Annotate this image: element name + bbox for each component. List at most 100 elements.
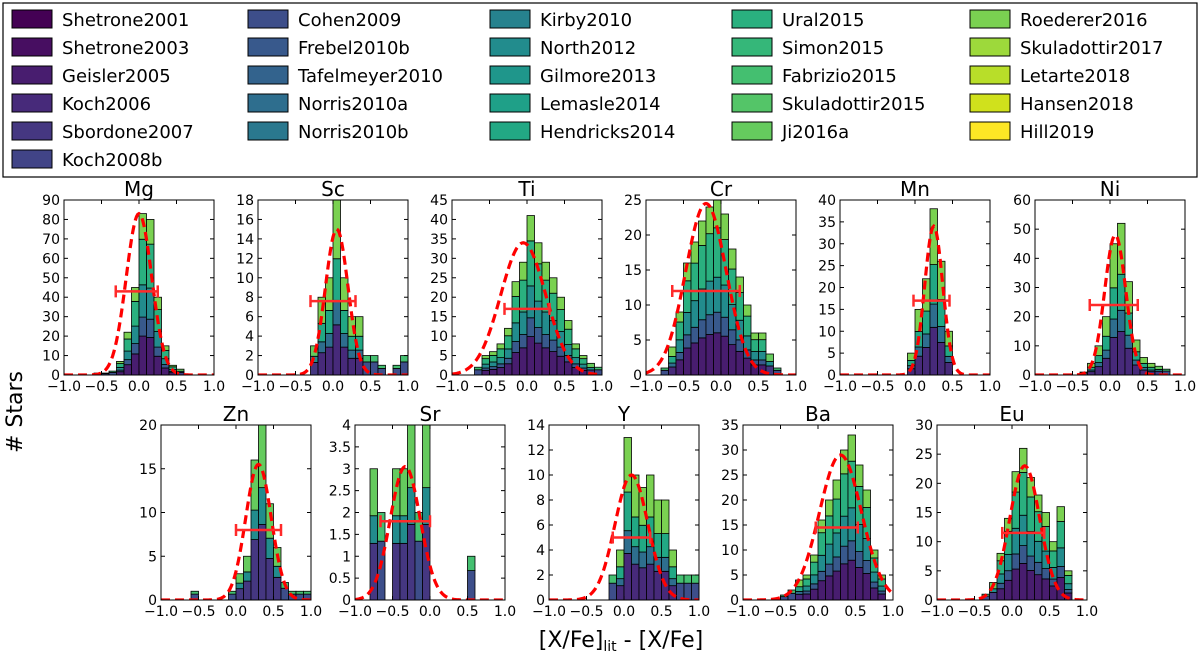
- histogram-bar-segment: [1034, 574, 1043, 600]
- y-tick-label: 10: [624, 298, 642, 314]
- y-tick-label: 35: [430, 232, 448, 248]
- plot-area: [840, 208, 990, 375]
- histogram-bar-segment: [467, 555, 476, 571]
- histogram-bar-segment: [690, 300, 699, 328]
- histogram-bar-segment: [922, 333, 931, 348]
- x-tick-label: 0.0: [225, 604, 247, 620]
- histogram-bar-segment: [1026, 555, 1035, 571]
- y-tick-label: 90: [42, 193, 60, 209]
- histogram-bar-segment: [243, 571, 252, 582]
- mean-errorbar: [234, 524, 283, 536]
- histogram-bar-segment: [504, 327, 513, 337]
- gaussian-fit-line: [743, 453, 893, 600]
- legend-label: Fabrizio2015: [782, 66, 897, 87]
- y-tick-label: 15: [721, 518, 739, 534]
- y-tick-label: 0: [1022, 368, 1031, 384]
- histogram-bar-segment: [810, 554, 819, 563]
- y-tick-label: 1.5: [329, 527, 351, 543]
- histogram-bar-segment: [474, 366, 483, 371]
- histogram-bar-segment: [392, 515, 401, 544]
- histogram-bar-segment: [675, 321, 684, 341]
- histogram-bar-segment: [243, 580, 252, 600]
- histogram-bar-segment: [780, 596, 789, 600]
- histogram-bar-segment: [668, 578, 677, 587]
- histogram-bar-segment: [549, 351, 558, 375]
- legend-swatch: [11, 37, 53, 57]
- histogram-bar-segment: [519, 261, 528, 281]
- histogram-bar-segment: [795, 593, 804, 600]
- histogram-bar-segment: [407, 524, 416, 600]
- x-tick-label: 0.0: [710, 379, 732, 395]
- histogram-bar-segment: [929, 264, 938, 305]
- histogram-bar-segment: [369, 468, 378, 517]
- histogram-bar-segment: [332, 258, 341, 301]
- histogram-bar-segment: [795, 591, 804, 595]
- histogram-bar-segment: [101, 372, 110, 375]
- histogram-bar-segment: [519, 279, 528, 313]
- histogram-bar-segment: [399, 515, 408, 544]
- histogram-bar-segment: [123, 359, 132, 366]
- y-tick-label: 10: [721, 543, 739, 559]
- legend-label: Gilmore2013: [540, 66, 656, 87]
- histogram-bar-segment: [847, 507, 856, 542]
- x-tick-label: 0.0: [613, 604, 635, 620]
- histogram-bar-segment: [489, 368, 498, 375]
- histogram-bar-segment: [743, 315, 752, 337]
- y-tick-label: 5: [633, 333, 642, 349]
- histogram-bar-segment: [325, 310, 334, 334]
- legend-swatch: [247, 93, 289, 113]
- histogram-bar-segment: [810, 583, 819, 590]
- histogram-bar-segment: [489, 366, 498, 370]
- histogram-bar-segment: [676, 574, 685, 584]
- histogram-bar-segment: [1117, 222, 1126, 275]
- mean-errorbar: [1001, 526, 1046, 539]
- histogram-bar-segment: [1041, 512, 1050, 527]
- legend-entry: Sbordone2007: [11, 121, 194, 143]
- histogram-bar-segment: [526, 215, 535, 242]
- histogram-bar-segment: [258, 524, 267, 600]
- legend-entry: Norris2010b: [247, 121, 409, 143]
- histogram-bar-segment: [511, 352, 520, 375]
- histogram-bar-segment: [1019, 514, 1028, 546]
- y-tick-label: 16: [236, 212, 254, 228]
- x-tick-label: −1.0: [726, 604, 760, 620]
- y-tick-label: 0: [536, 593, 545, 609]
- x-tick-label: 0.0: [1001, 604, 1023, 620]
- y-tick-label: 10: [236, 271, 254, 287]
- histogram-bar-segment: [698, 337, 707, 375]
- histogram-bar-segment: [325, 333, 334, 348]
- legend-label: Sbordone2007: [62, 122, 194, 143]
- histogram-bar-segment: [698, 220, 707, 246]
- histogram-bar-segment: [758, 332, 767, 341]
- x-axis-label-tail: - [X/Fe]: [617, 628, 704, 653]
- y-tick-label: 5: [924, 564, 933, 580]
- legend-entry: Shetrone2001: [11, 9, 189, 31]
- panel-title: Ba: [805, 402, 831, 426]
- y-tick-label: 10: [915, 535, 933, 551]
- histogram-bar-segment: [541, 334, 550, 349]
- histogram-bar-segment: [496, 363, 505, 368]
- histogram-bar-segment: [340, 277, 349, 311]
- histogram-bar-segment: [802, 578, 811, 587]
- histogram-bar-segment: [511, 322, 520, 342]
- histogram-bar-segment: [123, 364, 132, 375]
- histogram-bar-segment: [369, 515, 378, 544]
- histogram-bar-segment: [690, 326, 699, 344]
- plot-area: [161, 425, 311, 600]
- legend-swatch: [247, 37, 289, 57]
- histogram-bar-segment: [1094, 355, 1103, 363]
- histogram-bar-segment: [153, 355, 162, 375]
- histogram-bar-segment: [683, 280, 692, 313]
- histogram-bar-segment: [332, 324, 341, 375]
- histogram-bar-segment: [481, 363, 490, 369]
- histogram-bar-segment: [795, 586, 804, 592]
- histogram-bar-segment: [1147, 362, 1156, 368]
- histogram-bar-segment: [832, 532, 841, 558]
- histogram-bar-segment: [668, 566, 677, 580]
- x-tick-label: −0.5: [764, 604, 798, 620]
- histogram-bar-segment: [392, 364, 401, 369]
- histogram-bar-segment: [840, 473, 849, 517]
- histogram-panel-y: 0 2 4 6 8 10 12 14 −1.0 −0.5 0.0 0.5 1.0 Y: [527, 402, 710, 620]
- y-tick-label: 70: [42, 232, 60, 248]
